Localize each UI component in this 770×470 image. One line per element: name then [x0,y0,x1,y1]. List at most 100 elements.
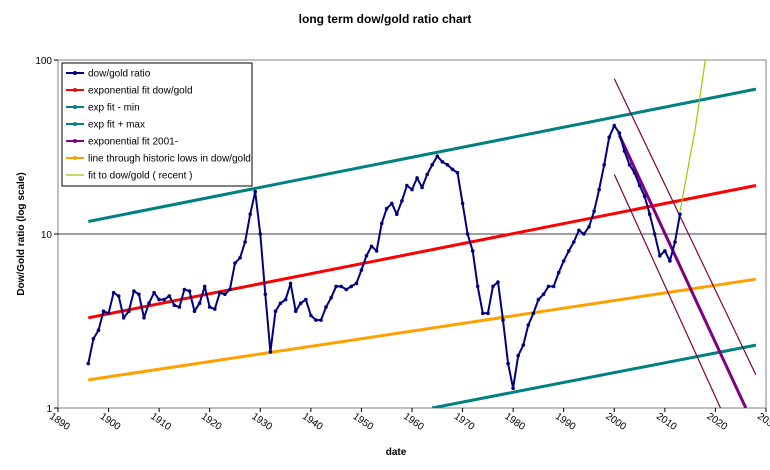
data-point [207,305,212,309]
data-point [142,316,146,320]
data-point [637,183,642,188]
data-point [278,301,283,306]
data-point [172,303,177,308]
legend-box [61,62,253,187]
series-line [87,124,681,390]
data-point [132,289,136,293]
data-point [673,240,677,244]
data-point [506,361,510,366]
data-point [622,149,627,153]
y-tick-label: 1 [46,404,52,415]
data-point [602,163,606,167]
data-point [455,170,460,175]
data-point [400,199,404,203]
data-point [390,201,394,206]
data-point [587,225,591,229]
series-line [88,184,757,320]
data-point [96,328,101,333]
data-point [567,249,571,253]
legend-marker [73,71,77,75]
data-point [430,163,435,167]
chart-title: long term dow/gold ratio chart [299,12,472,26]
data-point [531,311,536,316]
data-point [668,259,672,263]
data-point [501,318,505,322]
data-point [147,301,151,306]
data-point [551,284,556,289]
data-point [465,232,470,236]
data-point [597,187,601,192]
data-point [238,255,242,260]
data-point [541,292,546,297]
data-point [86,361,91,366]
series-line [613,174,722,408]
data-point [243,240,247,244]
data-point [678,212,682,216]
data-point [137,292,141,297]
data-point [197,301,202,306]
legend-label: exp fit - min [88,103,140,114]
data-point [293,309,298,314]
data-point [526,323,531,327]
data-point [187,289,192,293]
x-tick-label: 1930 [249,411,274,433]
data-point [405,183,409,188]
x-tick-label: 1920 [199,411,224,433]
legend-label: fit to dow/gold ( recent ) [88,171,193,182]
data-point [516,353,520,358]
x-tick-label: 1990 [553,411,578,433]
data-point [329,296,333,300]
data-point [546,284,551,289]
data-point [349,284,354,289]
data-point [121,316,126,320]
data-point [111,290,116,295]
data-point [582,232,586,236]
data-point [298,301,303,306]
data-point [617,131,622,135]
data-point [319,318,323,322]
series-line [613,78,757,376]
data-point [309,313,313,318]
data-point [258,232,263,236]
data-point [470,249,475,253]
data-point [410,187,414,192]
data-point [192,309,197,314]
series-line [431,343,757,408]
legend-label: exponential fit 2001- [88,137,178,148]
data-point [167,294,172,298]
data-point [445,163,450,167]
data-point [577,228,581,233]
data-point [536,297,541,302]
x-tick-label: 1980 [502,411,527,433]
data-point [314,318,318,322]
series-line [88,87,757,223]
data-point [521,343,526,347]
data-point [106,311,111,316]
data-point [425,172,430,177]
data-point [324,305,328,309]
data-point [607,135,611,139]
legend-label: line through historic lows in dow/gold [88,154,251,165]
x-tick-label: 2020 [705,411,730,433]
data-point [268,350,273,354]
legend-marker [73,156,77,160]
y-axis-label: Dow/Gold ratio (log scale) [16,172,27,295]
x-tick-label: 1970 [452,411,477,433]
x-tick-label: 1910 [148,411,173,433]
data-point [177,305,182,309]
data-point [213,307,217,311]
x-tick-label: 2010 [654,411,679,433]
data-point [384,206,389,211]
y-tick-label: 10 [41,230,53,241]
data-point [116,294,121,298]
x-tick-label: 1960 [401,411,426,433]
data-point [364,253,369,258]
data-point [152,290,156,295]
legend: dow/gold ratio exponential fit dow/gold ex… [61,62,253,187]
data-point [374,249,379,253]
data-point [592,209,596,214]
series-line [617,134,748,408]
data-point [233,261,237,265]
data-point [663,249,667,253]
